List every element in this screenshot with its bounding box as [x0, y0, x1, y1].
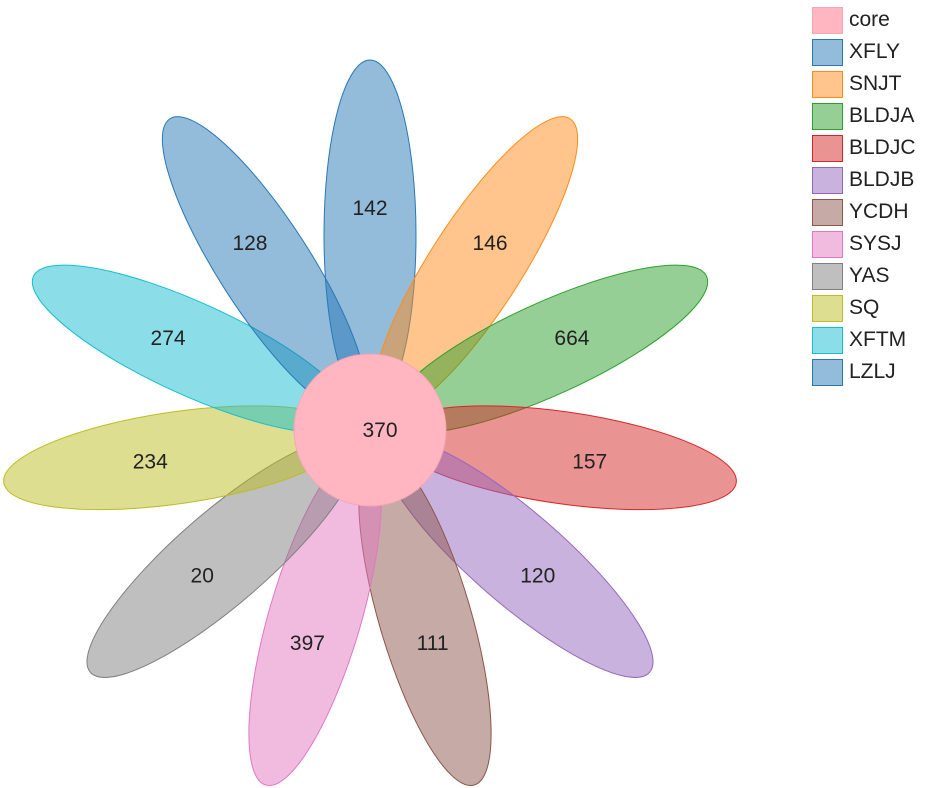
legend-swatch	[812, 262, 843, 290]
legend-swatch	[812, 70, 843, 98]
petal-value-lzlj: 128	[232, 232, 267, 255]
petal-value-bldja: 664	[554, 327, 589, 350]
legend-item-yas: YAS	[812, 260, 932, 292]
petal-value-ycdh: 111	[417, 632, 449, 655]
petal-value-yas: 20	[191, 564, 214, 587]
petal-value-xftm: 274	[151, 327, 186, 350]
legend-swatch	[812, 102, 843, 130]
legend-label: SNJT	[849, 72, 902, 95]
flower-plot: 142 146 664 157 120 111 397 20 234 274 128 370	[3, 59, 737, 787]
petal-value-snjt: 146	[472, 232, 507, 255]
legend-item-snjt: SNJT	[812, 68, 932, 100]
petal-value-bldjb: 120	[520, 564, 555, 587]
legend-swatch	[812, 134, 843, 162]
legend-label: SYSJ	[849, 232, 902, 255]
legend-item-bldjc: BLDJC	[812, 132, 932, 164]
core-circle	[293, 353, 447, 507]
legend-label: BLDJB	[849, 168, 915, 191]
legend-label: SQ	[849, 296, 880, 319]
legend-item-xftm: XFTM	[812, 324, 932, 356]
legend-item-sysj: SYSJ	[812, 228, 932, 260]
petal-value-sq: 234	[133, 451, 168, 474]
legend-item-bldja: BLDJA	[812, 100, 932, 132]
legend-label: BLDJA	[849, 104, 915, 127]
legend-label: XFLY	[849, 40, 900, 63]
legend-label: LZLJ	[849, 360, 896, 383]
petal-value-sysj: 397	[290, 632, 325, 655]
legend-label: YAS	[849, 264, 890, 287]
petal-value-bldjc: 157	[572, 451, 607, 474]
core-value-label: 370	[362, 419, 397, 442]
legend-label: YCDH	[849, 200, 909, 223]
legend-item-bldjb: BLDJB	[812, 164, 932, 196]
legend-swatch	[812, 294, 843, 322]
legend-label: XFTM	[849, 328, 907, 351]
petal-value-xfly: 142	[352, 197, 387, 220]
legend-item-xfly: XFLY	[812, 36, 932, 68]
legend-item-ycdh: YCDH	[812, 196, 932, 228]
legend-swatch	[812, 166, 843, 194]
legend: core XFLY SNJT BLDJA BLDJC BLDJB YCDH SYSJ YAS SQ…	[812, 4, 932, 388]
legend-swatch	[812, 358, 843, 386]
legend-swatch	[812, 6, 843, 34]
legend-swatch	[812, 326, 843, 354]
legend-item-sq: SQ	[812, 292, 932, 324]
legend-item-lzlj: LZLJ	[812, 356, 932, 388]
legend-swatch	[812, 38, 843, 66]
legend-swatch	[812, 198, 843, 226]
legend-label: core	[849, 8, 890, 31]
legend-swatch	[812, 230, 843, 258]
legend-item-core: core	[812, 4, 932, 36]
legend-label: BLDJC	[849, 136, 916, 159]
